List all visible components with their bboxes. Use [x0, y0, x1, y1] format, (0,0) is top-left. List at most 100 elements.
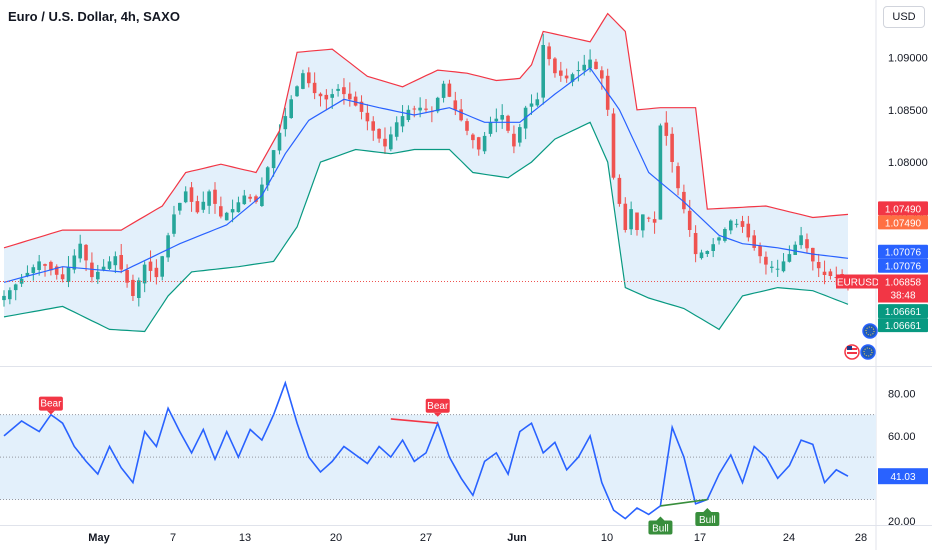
candle — [230, 199, 235, 223]
candle — [793, 241, 797, 255]
candle — [424, 99, 428, 112]
candle — [8, 287, 12, 305]
candle — [717, 236, 721, 245]
price-label-badge: 1.07076 — [878, 244, 928, 259]
candle — [465, 118, 469, 136]
divergence-line — [660, 498, 708, 507]
candle — [43, 263, 47, 277]
candle — [389, 126, 393, 152]
svg-text:1.07490: 1.07490 — [885, 218, 922, 229]
candle — [301, 69, 305, 90]
svg-text:Bull: Bull — [652, 524, 669, 535]
candle — [723, 227, 727, 243]
price-tick-label: 1.08000 — [888, 157, 928, 169]
candle — [271, 149, 276, 177]
bull-divergence-tag: Bull — [695, 508, 720, 527]
time-axis[interactable]: May 7 13 20 27 Jun 10 17 24 28 — [88, 532, 867, 544]
svg-text:1.06661: 1.06661 — [885, 307, 922, 318]
bollinger-band-area — [4, 13, 848, 332]
candle — [658, 123, 663, 220]
rsi-value-badge: 41.03 — [878, 468, 928, 485]
svg-text:EURUSD: EURUSD — [837, 278, 879, 289]
eu-event-icon[interactable] — [862, 323, 878, 339]
candle — [84, 243, 88, 272]
candle — [541, 33, 545, 105]
candle — [78, 234, 82, 263]
candle — [611, 108, 616, 180]
candle — [13, 283, 18, 301]
time-tick-label: 17 — [694, 532, 706, 544]
candle — [312, 72, 317, 100]
candle — [623, 197, 628, 233]
candle — [670, 127, 674, 173]
last-price-badge: EURUSD 1.06858 38:48 — [836, 274, 928, 303]
rsi-axis[interactable]: 80.00 60.00 20.00 41.03 — [878, 388, 928, 528]
candle — [805, 233, 809, 254]
candle — [734, 219, 739, 228]
rsi-tick-label: 20.00 — [888, 516, 916, 528]
candle — [365, 104, 370, 131]
candle — [746, 215, 751, 242]
svg-text:1.07076: 1.07076 — [885, 248, 922, 259]
svg-text:41.03: 41.03 — [890, 472, 915, 483]
svg-text:1.06858: 1.06858 — [885, 278, 922, 289]
candle — [476, 136, 481, 156]
candle — [295, 85, 299, 97]
us-event-icon[interactable] — [844, 344, 860, 360]
time-tick-label: 20 — [330, 532, 342, 544]
rsi-pane[interactable]: Bear Bear Bull Bull — [0, 380, 876, 535]
candle — [101, 259, 106, 272]
event-icons[interactable] — [844, 323, 878, 360]
candle — [664, 111, 669, 146]
time-tick-label: 24 — [783, 532, 795, 544]
price-tick-label: 1.08500 — [888, 105, 928, 117]
price-label-badge: 1.07490 — [878, 201, 928, 216]
candle — [775, 259, 780, 277]
candle — [113, 251, 118, 274]
candle — [54, 264, 59, 280]
currency-button[interactable]: USD — [883, 6, 925, 28]
price-labels: 1.07490 1.07490 1.07076 1.07076 EURUSD 1.0685… — [836, 201, 928, 333]
rsi-tick-label: 60.00 — [888, 431, 916, 443]
candle — [764, 251, 768, 275]
svg-text:1.07490: 1.07490 — [885, 204, 922, 215]
bollinger-upper-band — [3, 12, 849, 249]
candle — [353, 91, 358, 107]
eu-event-icon-2[interactable] — [860, 344, 876, 360]
time-tick-label: 27 — [420, 532, 432, 544]
time-tick-label: Jun — [507, 532, 527, 544]
svg-text:1.07076: 1.07076 — [885, 262, 922, 273]
candle — [471, 133, 475, 149]
candle — [752, 230, 756, 251]
price-label-badge: 1.06661 — [878, 304, 928, 319]
svg-text:Bear: Bear — [427, 401, 449, 412]
candle — [236, 196, 241, 213]
candle — [564, 68, 569, 83]
candle — [283, 107, 288, 137]
time-tick-label: 10 — [601, 532, 613, 544]
candle — [518, 123, 522, 147]
candle — [125, 264, 129, 288]
candle — [131, 274, 135, 301]
candle — [178, 202, 182, 215]
candle — [781, 253, 786, 273]
candle — [318, 92, 323, 107]
candle — [242, 189, 247, 205]
candle — [576, 61, 581, 82]
candle — [160, 255, 164, 281]
bear-divergence-tag: Bear — [425, 398, 450, 417]
candle — [148, 250, 153, 282]
candle — [31, 264, 36, 281]
candle — [652, 211, 657, 234]
candle — [699, 249, 704, 260]
bear-divergence-tag: Bear — [38, 396, 63, 415]
candle — [400, 105, 405, 133]
candle — [342, 78, 346, 105]
candle — [166, 232, 170, 262]
candle — [154, 259, 159, 285]
candle — [453, 91, 458, 116]
candle — [787, 245, 792, 263]
candle — [512, 125, 516, 154]
